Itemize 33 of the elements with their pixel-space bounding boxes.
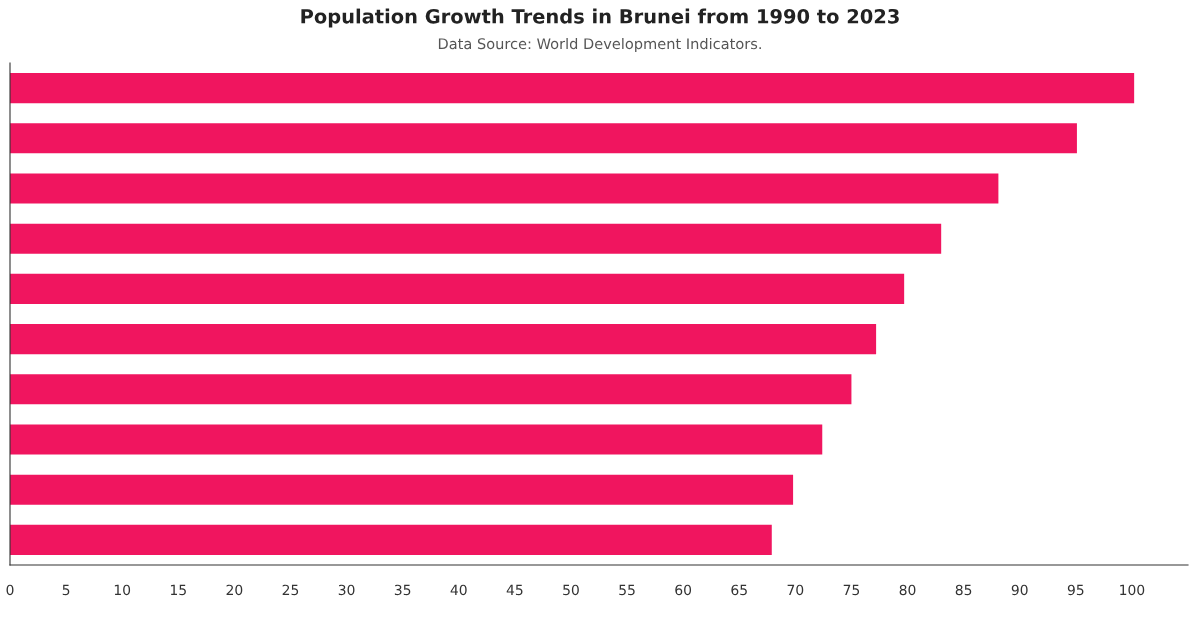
bar	[10, 73, 1135, 104]
x-tick-label: 15	[170, 584, 186, 596]
x-tick-label: 45	[506, 584, 523, 596]
bar	[10, 524, 772, 555]
x-tick-label: 80	[899, 584, 916, 596]
x-tick-label: 10	[114, 584, 131, 596]
x-tick-label: 60	[675, 584, 692, 596]
x-tick-label: 5	[62, 584, 70, 596]
chart-title: Population Growth Trends in Brunei from 1990 to 2023	[301, 8, 899, 28]
bar	[10, 424, 823, 455]
bar	[10, 474, 794, 505]
bar	[10, 374, 852, 405]
x-tick-label: 75	[843, 584, 860, 596]
x-tick-label: 30	[338, 584, 355, 596]
x-tick-label: 95	[1067, 584, 1084, 596]
x-tick-label: 0	[6, 584, 14, 596]
x-tick-label: 70	[787, 584, 804, 596]
bar	[10, 324, 877, 355]
bar	[10, 273, 905, 304]
x-tick-label: 90	[1011, 584, 1028, 596]
x-tick-label: 40	[450, 584, 467, 596]
x-tick-label: 55	[619, 584, 635, 596]
x-tick-label: 25	[282, 584, 299, 596]
bar	[10, 173, 999, 204]
x-tick-label: 100	[1120, 584, 1145, 596]
bar	[10, 123, 1077, 154]
x-tick-label: 35	[394, 584, 411, 596]
bar	[10, 223, 942, 254]
chart-subtitle: Data Source: World Development Indicators.	[438, 37, 761, 53]
x-tick-label: 85	[955, 584, 972, 596]
x-tick-label: 20	[226, 584, 243, 596]
x-tick-label: 50	[563, 584, 579, 596]
x-tick-label: 65	[731, 584, 747, 596]
